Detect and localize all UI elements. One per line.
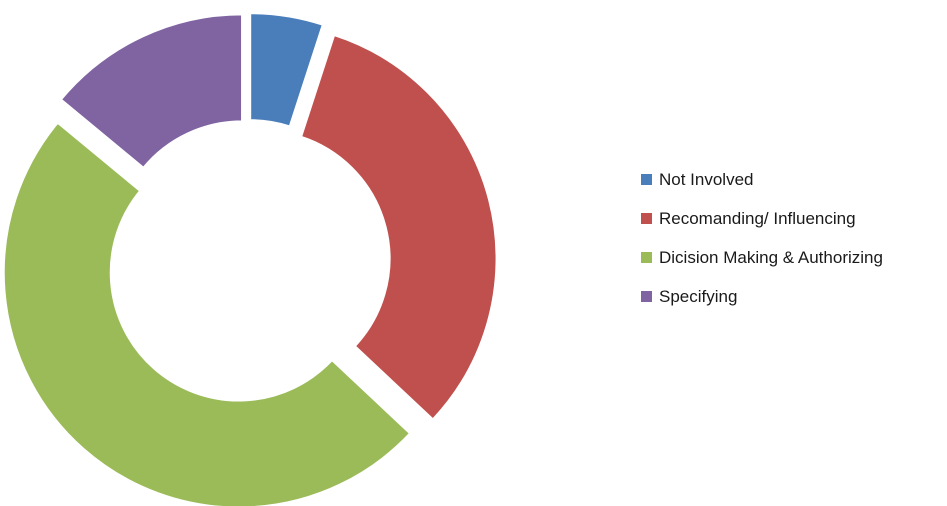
legend-swatch <box>641 291 652 302</box>
slice-specifying <box>59 13 244 170</box>
legend-item-not-involved: Not Involved <box>641 160 883 199</box>
chart-legend: Not Involved Recomanding/ Influencing Di… <box>641 160 883 316</box>
slice-recomanding-influencing <box>299 33 498 421</box>
legend-label: Recomanding/ Influencing <box>659 208 856 228</box>
legend-swatch <box>641 213 652 224</box>
slice-not-involved <box>249 12 325 128</box>
legend-item-specifying: Specifying <box>641 277 883 316</box>
doughnut-slices <box>2 12 498 506</box>
legend-item-dicision-making-authorizing: Dicision Making & Authorizing <box>641 238 883 277</box>
slice-dicision-making-authorizing <box>2 121 412 506</box>
legend-label: Specifying <box>659 286 738 306</box>
legend-item-recomanding-influencing: Recomanding/ Influencing <box>641 199 883 238</box>
legend-label: Dicision Making & Authorizing <box>659 247 883 267</box>
legend-swatch <box>641 174 652 185</box>
legend-label: Not Involved <box>659 169 754 189</box>
legend-swatch <box>641 252 652 263</box>
